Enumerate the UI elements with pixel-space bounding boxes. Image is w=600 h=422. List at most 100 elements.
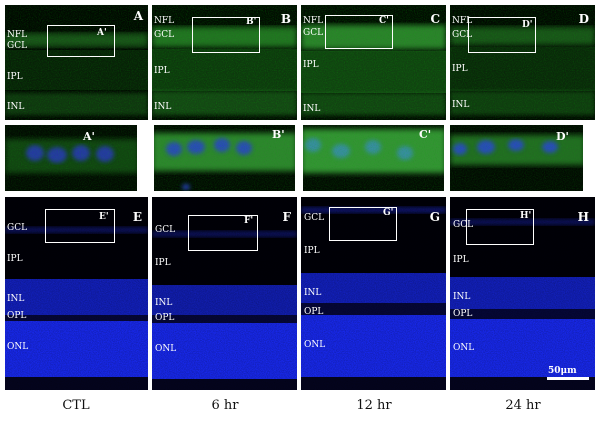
panel-label: B (280, 12, 291, 26)
panel-b-image (152, 5, 297, 120)
layer-label: INL (155, 298, 173, 308)
layer-label: ONL (7, 342, 29, 352)
inset-frame (5, 123, 139, 125)
zoom-box (45, 209, 115, 243)
layer-label: ONL (304, 340, 326, 350)
panel-label: G (429, 210, 440, 224)
panel-label: F (282, 210, 291, 224)
panel-label: A (133, 9, 143, 23)
panel-e-image (5, 197, 148, 390)
inset-d-image (450, 123, 585, 191)
inset-d: D' (450, 123, 585, 191)
scale-bar (547, 377, 589, 380)
condition-label-ctl: CTL (62, 398, 90, 413)
inset-c: C' (301, 123, 446, 191)
panel-f: GCL IPL INL OPL ONL F' F (152, 197, 297, 390)
layer-label: GCL (303, 28, 324, 38)
layer-label: INL (452, 100, 470, 110)
inset-frame (301, 123, 303, 191)
zoom-box-label: E' (99, 212, 109, 222)
inset-frame (450, 123, 585, 125)
zoom-box-label: D' (522, 20, 533, 30)
layer-label: OPL (155, 313, 175, 323)
layer-label: IPL (155, 258, 171, 268)
layer-label: INL (303, 104, 321, 114)
layer-label: NFL (303, 16, 324, 26)
layer-label: GCL (155, 225, 176, 235)
panel-label: C (430, 12, 440, 26)
layer-label: NFL (154, 16, 175, 26)
zoom-box (192, 17, 260, 53)
panel-h-image (450, 197, 595, 390)
layer-label: OPL (453, 309, 473, 319)
zoom-box-label: B' (246, 17, 257, 27)
panel-e: GCL IPL INL OPL ONL E' E (5, 197, 148, 390)
inset-c-image (301, 123, 446, 191)
panel-b: NFL GCL IPL INL B' B (152, 5, 297, 120)
scale-bar-label: 50μm (548, 366, 577, 376)
inset-frame (152, 123, 154, 191)
panel-c: NFL GCL IPL INL C' C (301, 5, 446, 120)
layer-label: INL (304, 288, 322, 298)
zoom-box (468, 17, 536, 53)
panel-a-image (5, 5, 148, 120)
inset-label: D' (556, 130, 569, 143)
zoom-box (188, 215, 258, 251)
layer-label: GCL (452, 30, 473, 40)
zoom-box (47, 25, 115, 57)
inset-a-image (5, 123, 139, 191)
layer-label: IPL (304, 246, 320, 256)
layer-label: GCL (7, 223, 28, 233)
inset-frame (301, 123, 446, 125)
panel-label: D (578, 12, 589, 26)
inset-frame (444, 123, 446, 191)
layer-label: INL (154, 102, 172, 112)
inset-b-image (152, 123, 297, 191)
inset-frame (137, 123, 139, 191)
panel-h: GCL IPL INL OPL ONL H' H 50μm (450, 197, 595, 390)
panel-d-image (450, 5, 595, 120)
layer-label: IPL (303, 60, 319, 70)
layer-label: OPL (7, 311, 27, 321)
zoom-box-label: A' (97, 28, 107, 38)
inset-frame (583, 123, 585, 191)
condition-label-12hr: 12 hr (356, 398, 392, 413)
inset-frame (152, 123, 297, 125)
zoom-box (329, 207, 397, 241)
panel-f-image (152, 197, 297, 390)
panel-g-image (301, 197, 446, 390)
layer-label: IPL (7, 254, 23, 264)
panel-a: NFL GCL IPL INL A' A (5, 5, 148, 120)
layer-label: INL (7, 102, 25, 112)
layer-label: GCL (154, 30, 175, 40)
inset-frame (295, 123, 297, 191)
inset-label: A' (83, 130, 95, 143)
layer-label: OPL (304, 307, 324, 317)
layer-label: IPL (453, 255, 469, 265)
zoom-box-label: H' (520, 211, 532, 221)
layer-label: INL (7, 294, 25, 304)
condition-label-6hr: 6 hr (211, 398, 239, 413)
zoom-box-label: F' (244, 216, 254, 226)
layer-label: GCL (7, 41, 28, 51)
panel-d: NFL GCL IPL INL D' D (450, 5, 595, 120)
layer-label: IPL (7, 72, 23, 82)
layer-label: IPL (154, 66, 170, 76)
panel-label: E (132, 210, 142, 224)
layer-label: GCL (453, 220, 474, 230)
layer-label: NFL (452, 16, 473, 26)
zoom-box-label: C' (379, 16, 389, 26)
panel-g: GCL IPL INL OPL ONL G' G (301, 197, 446, 390)
layer-label: IPL (452, 64, 468, 74)
layer-label: NFL (7, 30, 28, 40)
inset-a: A' (5, 123, 139, 191)
panel-label: H (577, 210, 589, 224)
zoom-box (325, 15, 393, 49)
zoom-box (466, 209, 534, 245)
inset-b: B' (152, 123, 297, 191)
layer-label: ONL (453, 343, 475, 353)
inset-label: C' (419, 128, 432, 141)
inset-label: B' (272, 128, 285, 141)
layer-label: ONL (155, 344, 177, 354)
layer-label: GCL (304, 213, 325, 223)
